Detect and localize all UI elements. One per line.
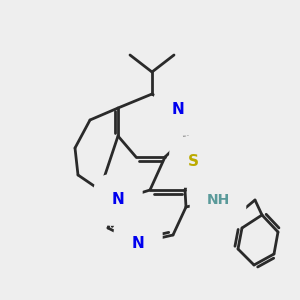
Text: N: N [112,193,124,208]
Text: N: N [132,236,144,250]
Text: N: N [172,103,184,118]
Text: NH: NH [206,193,230,207]
Text: S: S [188,154,199,169]
